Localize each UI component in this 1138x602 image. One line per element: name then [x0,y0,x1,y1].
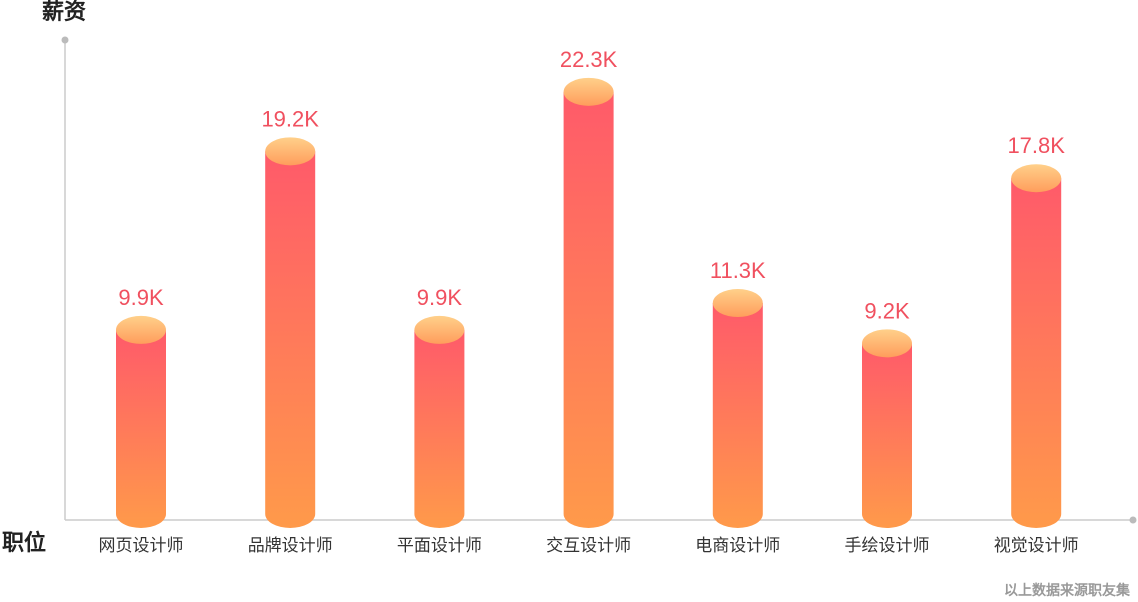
bar-top-cap [265,137,316,166]
bar-body [1011,178,1062,529]
x-axis-title: 职位 [2,531,47,556]
value-label: 9.9K [118,285,164,310]
bar-7 [1011,164,1062,529]
bar-body [563,91,614,528]
x-tick-label: 手绘设计师 [845,536,930,556]
bar-body [862,343,912,528]
value-label: 11.3K [710,258,766,283]
bar-1 [116,315,166,528]
y-axis-end-dot [61,36,69,44]
bar-top-cap [563,77,614,106]
bar-4 [563,77,614,528]
value-label: 9.9K [417,285,463,310]
bar-6 [862,329,912,528]
bar-top-cap [1011,164,1062,193]
bar-top-cap [712,289,763,318]
bar-top-cap [862,329,912,358]
x-tick-label: 平面设计师 [397,536,482,556]
bar-body [265,151,316,529]
value-label: 17.8K [1007,133,1065,158]
bar-3 [414,315,465,528]
value-label: 22.3K [560,47,618,72]
value-label: 9.2K [864,298,910,323]
source-note: 以上数据来源职友集 [1004,583,1130,599]
bar-body [414,329,465,528]
x-tick-label: 网页设计师 [99,536,184,556]
x-tick-label: 品牌设计师 [248,536,333,556]
bar-body [116,329,166,528]
y-axis-title: 薪资 [42,0,87,25]
x-tick-label: 交互设计师 [546,536,631,556]
bar-5 [712,289,763,528]
value-label: 19.2K [261,106,319,131]
bar-top-cap [414,315,465,344]
x-tick-label: 视觉设计师 [994,536,1079,556]
bar-2 [265,137,316,529]
bar-body [712,303,763,528]
bar-top-cap [116,315,166,344]
x-axis-end-dot [1129,516,1137,524]
x-tick-label: 电商设计师 [695,536,780,556]
